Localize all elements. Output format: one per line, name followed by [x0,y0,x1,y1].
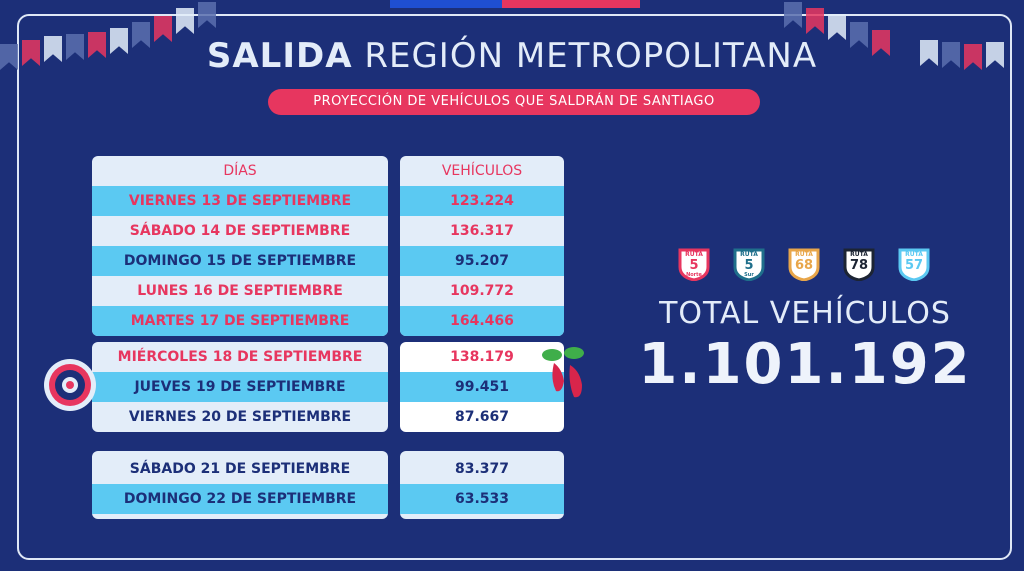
vehicles-cell: 164.466 [400,306,564,336]
route-number: 5 [744,258,754,273]
route-57-icon: RUTA 57 [898,247,930,281]
vehicles-panel-2: 138.179 99.451 87.667 [400,342,564,432]
vehicles-cell: 63.533 [400,484,564,514]
vehicles-header: VEHÍCULOS [441,163,523,179]
bunting-left-decoration [0,0,230,80]
day-cell: DOMINGO 15 DE SEPTIEMBRE [92,246,388,276]
vehicles-cell: 136.317 [450,223,514,239]
route-sub: Sur [744,272,754,278]
total-value: 1.101.192 [638,332,972,397]
route-label: RUTA [740,251,758,258]
top-flag-bar [0,0,1024,8]
days-panel-1: DÍAS VIERNES 13 DE SEPTIEMBRE SÁBADO 14 … [92,156,388,336]
vehicles-cell: 83.377 [454,461,510,477]
days-header: DÍAS [223,163,257,179]
total-label: TOTAL VEHÍCULOS [659,296,951,331]
day-cell: DOMINGO 22 DE SEPTIEMBRE [92,484,388,514]
route-5-norte-icon: RUTA 5 Norte [678,247,710,281]
page-title: SALIDA REGIÓN METROPOLITANA [0,36,1024,76]
days-panel-3: SÁBADO 21 DE SEPTIEMBRE DOMINGO 22 DE SE… [92,451,388,519]
rosette-decoration-icon [42,350,98,424]
day-cell: JUEVES 19 DE SEPTIEMBRE [92,372,388,402]
day-cell: VIERNES 13 DE SEPTIEMBRE [92,186,388,216]
subtitle-pill: PROYECCIÓN DE VEHÍCULOS QUE SALDRÁN DE S… [268,89,760,115]
day-cell: VIERNES 20 DE SEPTIEMBRE [128,409,352,425]
route-78-icon: RUTA 78 [843,247,875,281]
route-label: RUTA [850,251,868,258]
bunting-right-decoration [780,0,1024,90]
content-frame [17,14,1012,560]
vehicles-cell: 109.772 [450,283,514,299]
vehicles-cell: 87.667 [454,409,510,425]
route-number: 68 [794,258,814,273]
route-label: RUTA [905,251,923,258]
day-cell: SÁBADO 21 DE SEPTIEMBRE [129,461,351,477]
route-number: 5 [689,258,699,273]
vehicles-cell: 95.207 [400,246,564,276]
vehicles-panel-1: VEHÍCULOS 123.224 136.317 95.207 109.772… [400,156,564,336]
day-cell: LUNES 16 DE SEPTIEMBRE [137,283,343,299]
title-bold: SALIDA [206,36,353,76]
route-5-sur-icon: RUTA 5 Sur [733,247,765,281]
title-rest: REGIÓN METROPOLITANA [364,36,818,76]
day-cell: MARTES 17 DE SEPTIEMBRE [92,306,388,336]
day-cell: MIÉRCOLES 18 DE SEPTIEMBRE [117,349,363,365]
vehicles-panel-3: 83.377 63.533 [400,451,564,519]
route-sub: Norte [686,272,702,278]
route-number: 78 [849,258,869,273]
vehicles-cell: 99.451 [400,372,564,402]
route-number: 57 [904,258,924,273]
vehicles-cell: 123.224 [400,186,564,216]
day-cell: SÁBADO 14 DE SEPTIEMBRE [129,223,351,239]
route-68-icon: RUTA 68 [788,247,820,281]
copihue-flower-icon [540,345,592,409]
vehicles-cell: 138.179 [450,349,514,365]
route-label: RUTA [795,251,813,258]
days-panel-2: MIÉRCOLES 18 DE SEPTIEMBRE JUEVES 19 DE … [92,342,388,432]
route-label: RUTA [685,251,703,258]
